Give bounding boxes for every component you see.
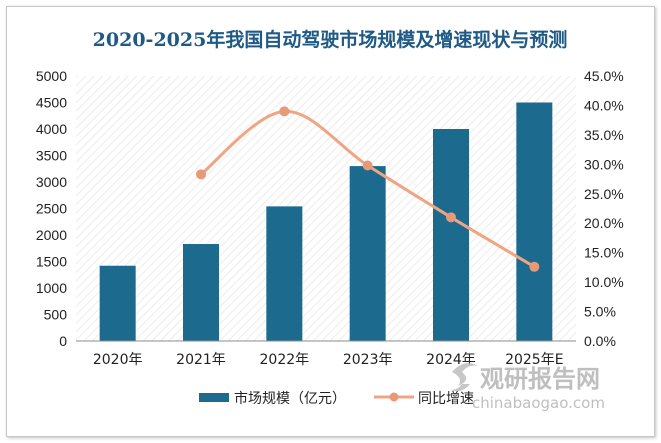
bar [516,102,553,341]
chart-title: 2020-2025年我国自动驾驶市场规模及增速现状与预测 [93,28,568,51]
right-tick-label: 5.0% [584,304,616,320]
right-tick-label: 10.0% [584,274,624,290]
right-tick-label: 45.0% [584,68,624,84]
logo-swirl-icon [450,363,478,392]
watermark-brand: 观研报告网 [480,365,600,393]
growth-marker [446,212,456,223]
left-tick-label: 2000 [36,227,67,243]
right-tick-label: 40.0% [584,97,624,113]
left-tick-label: 2500 [36,201,67,217]
category-label: 2021年 [176,352,226,368]
right-tick-label: 30.0% [584,156,624,172]
legend-label-growth: 同比增速 [418,391,474,407]
left-tick-label: 1000 [36,280,67,296]
watermark: 观研报告网 chinabaogao.com [450,363,605,412]
legend-swatch-bar [199,393,229,402]
category-label: 2022年 [260,352,310,368]
left-tick-label: 4500 [36,95,67,111]
left-tick-label: 4000 [36,121,67,137]
left-tick-label: 3500 [36,148,67,164]
left-tick-label: 3000 [36,174,67,190]
right-tick-label: 20.0% [584,215,624,231]
left-axis: 0 500 1000 1500 2000 2500 3000 3500 4000 4500 5000 [36,68,67,349]
right-tick-label: 0.0% [584,333,616,349]
left-tick-label: 1500 [36,254,67,270]
right-axis: 0.0% 5.0% 10.0% 15.0% 20.0% 25.0% 30.0% 35.0% 40… [584,68,624,349]
plot-area [76,76,576,341]
left-tick-label: 0 [59,333,67,349]
growth-line-series [196,106,540,272]
watermark-url: chinabaogao.com [472,394,605,412]
bar [99,265,136,341]
bar [183,244,219,341]
left-tick-label: 5000 [36,68,67,84]
growth-marker [529,261,540,272]
growth-marker [196,169,206,180]
right-tick-label: 25.0% [584,186,624,202]
category-label: 2020年 [93,352,143,368]
right-tick-label: 15.0% [584,245,624,261]
legend: 市场规模（亿元） 同比增速 [199,390,474,407]
growth-marker [362,160,373,171]
category-label: 2025年E [505,352,563,368]
right-tick-label: 35.0% [584,127,624,143]
legend-swatch-marker [389,392,399,402]
growth-marker [279,106,290,117]
left-tick-label: 500 [44,307,68,323]
bar [433,129,469,341]
legend-label-market-size: 市场规模（亿元） [234,390,346,407]
category-label: 2023年 [343,352,393,368]
bar [349,166,386,341]
bar [266,206,303,341]
bar-series [99,102,553,341]
